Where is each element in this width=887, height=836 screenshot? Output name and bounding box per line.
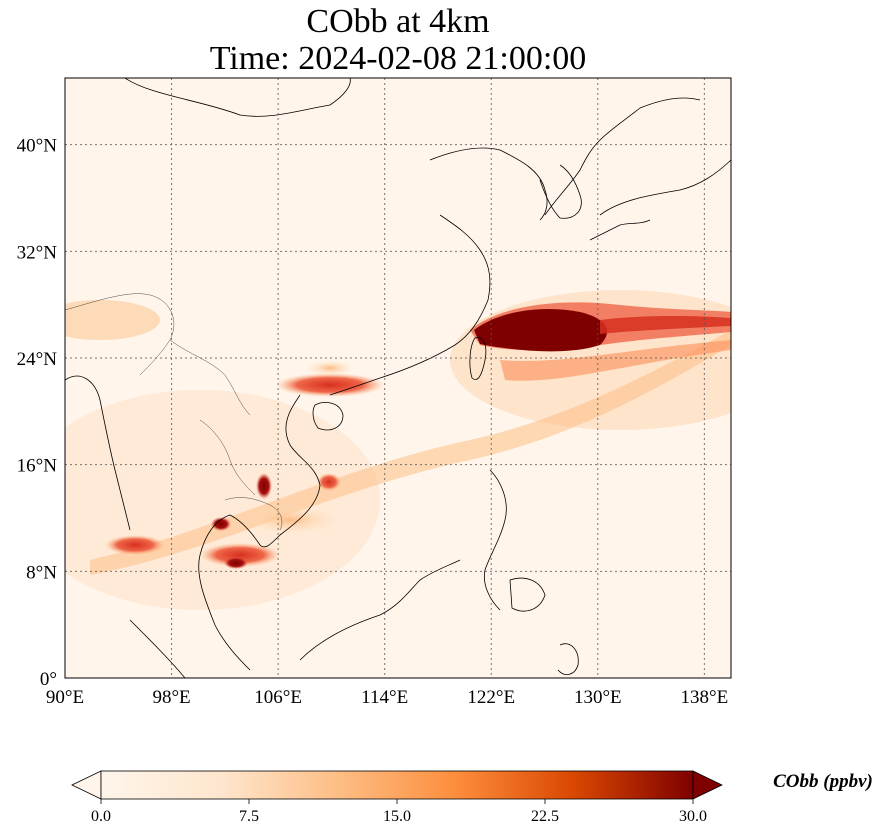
colorbar-gradient (100, 770, 694, 800)
border-tibet (65, 293, 175, 376)
colorbar-title: CObb (ppbv) (773, 771, 873, 792)
colorbar: 0.0 7.5 15.0 22.5 30.0 CObb (ppbv) (71, 770, 873, 825)
map-field-layer (65, 78, 731, 678)
axis-ticks: 90°E 98°E 106°E 114°E 122°E 130°E 138°E 0° 8°N 16… (17, 136, 729, 708)
coast-japan-kyushu (589, 219, 651, 241)
coast-bohai (429, 147, 548, 221)
coast-korea-manchuria (544, 97, 701, 216)
colorbar-tick-label: 22.5 (531, 808, 559, 825)
hotspot-gulf-core (224, 557, 248, 569)
lat-tick-label: 0° (40, 669, 57, 690)
border-cambodia (224, 497, 283, 531)
lon-tick-label: 138°E (681, 687, 729, 708)
lat-tick-label: 24°N (17, 349, 58, 370)
map-title-time: Time: 2024-02-08 21:00:00 (209, 40, 587, 77)
plume-tail (600, 315, 731, 334)
gridlines (65, 78, 731, 678)
coast-sumatra (129, 619, 186, 678)
map-frame (64, 77, 732, 679)
plume-south-arm (500, 340, 731, 381)
lat-tick-label: 16°N (17, 456, 58, 477)
hotspot-gulf-of-thailand (200, 543, 280, 567)
colorbar-extend-max (692, 770, 723, 800)
coast-thai-malay (198, 514, 261, 671)
lon-tick-label: 130°E (574, 687, 622, 708)
lon-tick-label: 106°E (254, 687, 302, 708)
lon-tick-label: 98°E (152, 687, 190, 708)
plume-core (474, 309, 608, 352)
coast-hainan (312, 402, 344, 431)
coast-mindanao (509, 577, 546, 612)
lon-tick-label: 122°E (467, 687, 515, 708)
colorbar-tick-label: 7.5 (239, 808, 259, 825)
coast-borneo (299, 559, 461, 661)
border-laos-thailand (199, 419, 256, 496)
coast-myanmar (65, 375, 131, 531)
hotspot-thailand (211, 517, 231, 531)
map-title-variable: CObb at 4km (306, 3, 490, 40)
borders (65, 293, 283, 531)
lat-tick-label: 40°N (17, 136, 58, 157)
lon-tick-label: 114°E (361, 687, 408, 708)
coast-mongolia (124, 78, 351, 117)
lon-tick-label: 90°E (46, 687, 84, 708)
coast-philippines-luzon (483, 469, 507, 611)
lat-tick-label: 8°N (26, 562, 57, 583)
colorbar-extend-min (71, 770, 102, 800)
hotspot-andaman (105, 535, 165, 555)
hotspot-vietnam-coast (317, 473, 341, 491)
coast-east-china (329, 214, 491, 396)
haze-indochina (240, 505, 340, 535)
coast-taiwan (469, 337, 487, 380)
colorbar-tick-label: 15.0 (383, 808, 411, 825)
border-china-laos (169, 339, 251, 416)
hotspot-south-china-north (305, 360, 355, 376)
haze-india (65, 300, 160, 340)
hotspot-cambodia (256, 473, 272, 499)
coast-japan-honshu (599, 159, 731, 216)
colorbar-tick-label: 30.0 (679, 808, 707, 825)
coast-korea (539, 164, 582, 219)
colorbar-ticks: 0.0 7.5 15.0 22.5 30.0 (91, 799, 707, 825)
coast-vietnam (259, 394, 321, 548)
hotspot-south-china (275, 373, 385, 397)
coast-sulawesi (557, 643, 579, 675)
coastlines (65, 78, 731, 678)
colorbar-tick-label: 0.0 (91, 808, 111, 825)
lat-tick-label: 32°N (17, 242, 58, 263)
